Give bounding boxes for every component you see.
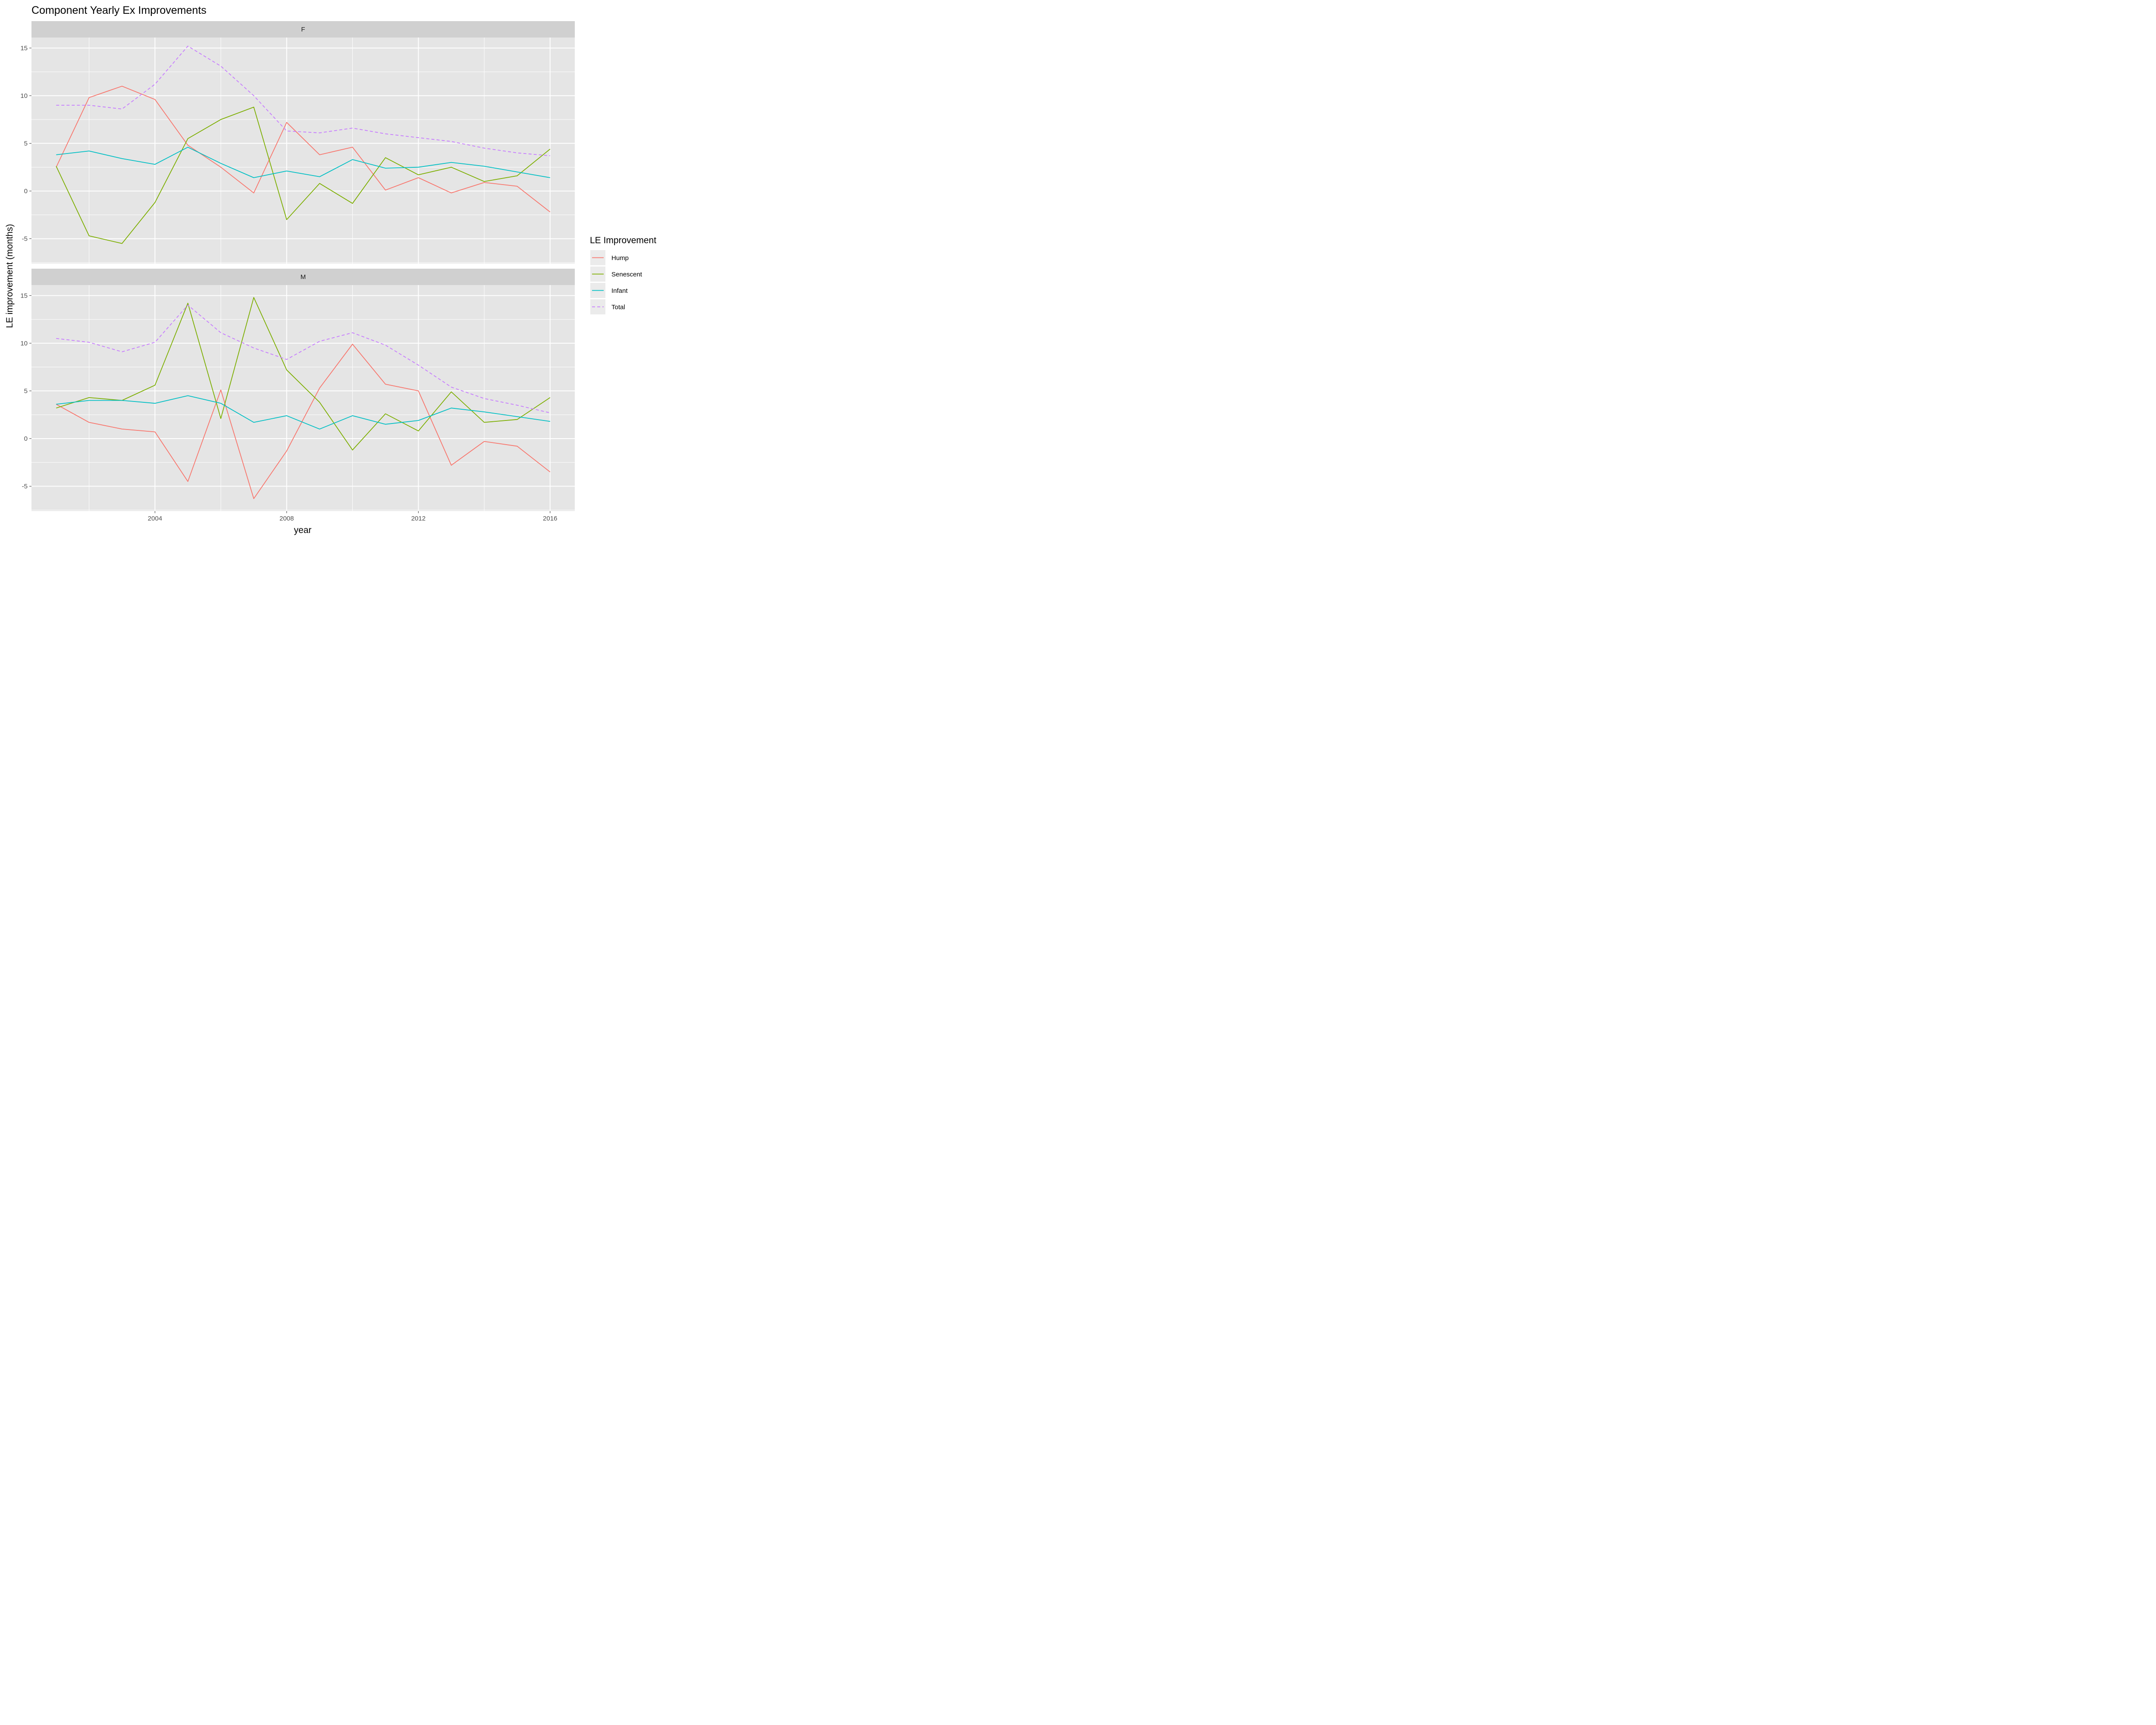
- x-axis-title: year: [294, 525, 312, 535]
- legend-items: Hump Senescent Infant Total: [590, 250, 642, 314]
- x-axis: 2004 2008 2012 2016: [148, 511, 557, 522]
- facet-strip-label: F: [301, 26, 305, 33]
- line-chart: Component Yearly Ex Improvements F -5 0 5 10…: [5, 4, 656, 535]
- facet-panel-m: M -5 0 5 10 15: [20, 269, 575, 511]
- legend-item-infant: Infant: [590, 283, 628, 298]
- x-tick-label: 2012: [411, 515, 426, 522]
- facet-strip: [31, 269, 575, 285]
- facet-strip-label: M: [301, 273, 306, 281]
- series-line-infant: [56, 395, 550, 430]
- legend-label: Senescent: [611, 271, 642, 278]
- legend-label: Hump: [611, 254, 629, 262]
- legend-item-hump: Hump: [590, 250, 629, 265]
- y-tick-label: 5: [24, 140, 28, 147]
- plot-panel: [31, 285, 575, 511]
- series-line-total: [56, 304, 550, 414]
- legend-title: LE Improvement: [590, 235, 656, 245]
- facet-strip: [31, 21, 575, 38]
- series-line-hump: [56, 85, 551, 213]
- legend-item-senescent: Senescent: [590, 267, 642, 282]
- facet-panel-f: F -5 0 5 10 15: [20, 21, 575, 263]
- legend-label: Total: [611, 304, 625, 311]
- y-tick-label: 0: [24, 188, 28, 195]
- plot-panel: [31, 38, 575, 263]
- y-tick-label: -5: [22, 235, 28, 243]
- y-tick-label: -5: [22, 483, 28, 490]
- y-tick-label: 0: [24, 435, 28, 442]
- y-tick-label: 10: [20, 340, 28, 347]
- x-tick-label: 2008: [279, 515, 294, 522]
- x-tick-label: 2004: [148, 515, 162, 522]
- series-line-senescent: [56, 107, 551, 244]
- chart-title: Component Yearly Ex Improvements: [31, 4, 207, 16]
- series-line-total: [56, 46, 550, 157]
- y-axis-title: LE improvement (months): [5, 224, 15, 328]
- series-line-infant: [56, 147, 550, 178]
- x-tick-label: 2016: [543, 515, 557, 522]
- series-line-senescent: [56, 297, 551, 451]
- facet-panels: F -5 0 5 10 15 M -5 0 5 10 15: [20, 21, 575, 511]
- y-tick-label: 5: [24, 387, 28, 395]
- y-tick-label: 15: [20, 292, 28, 299]
- legend-label: Infant: [611, 287, 628, 295]
- y-tick-label: 10: [20, 92, 28, 100]
- y-tick-label: 15: [20, 44, 28, 52]
- legend: LE Improvement Hump Senescent Infant Total: [590, 235, 656, 314]
- legend-item-total: Total: [590, 299, 625, 314]
- series-line-hump: [56, 344, 551, 499]
